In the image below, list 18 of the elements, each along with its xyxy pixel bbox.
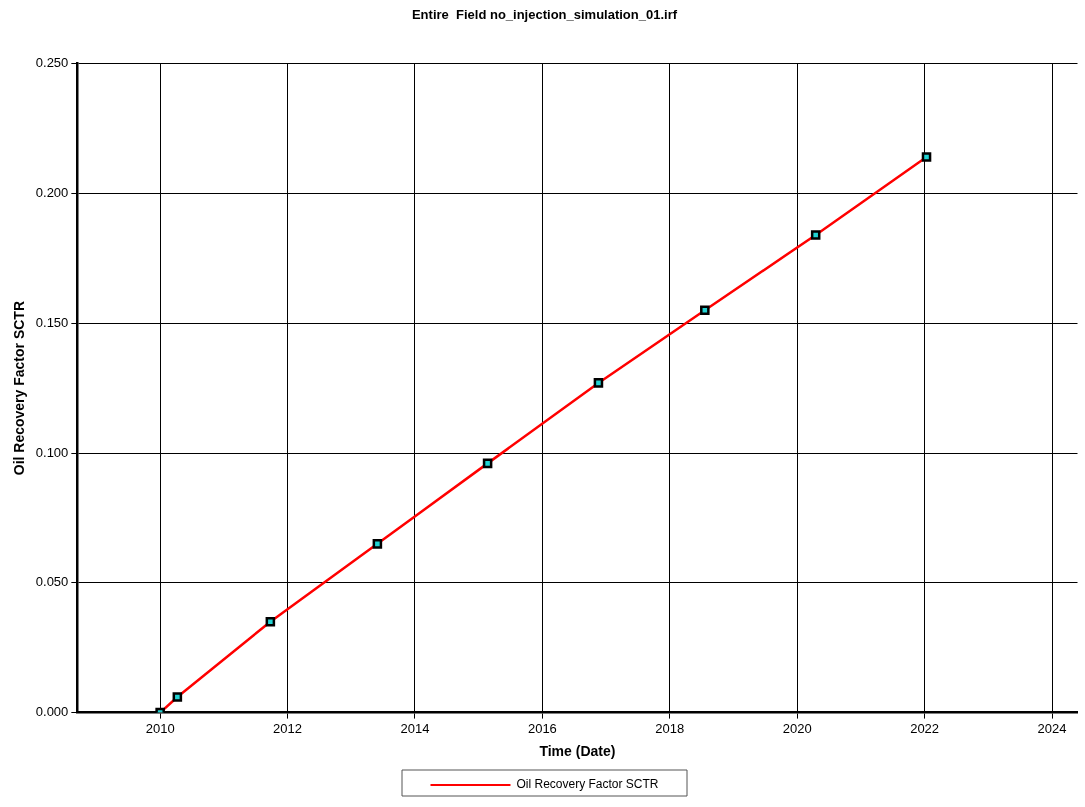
x-tick-label: 2016 xyxy=(527,720,557,736)
y-tick-label: 0.050 xyxy=(35,574,69,590)
x-tick-label: 2012 xyxy=(273,720,303,736)
y-tick-label: 0.250 xyxy=(35,55,69,71)
x-tick-label: 2014 xyxy=(400,720,430,736)
y-tick-label: 0.100 xyxy=(35,444,69,460)
x-tick-label: 2024 xyxy=(1037,720,1067,736)
y-tick-label: 0.150 xyxy=(35,314,69,330)
chart-title: Entire Field no_injection_simulation_01.irf xyxy=(411,7,678,23)
y-tick-label: 0.000 xyxy=(35,704,69,720)
y-tick-label: 0.200 xyxy=(35,184,69,200)
y-axis-title: Oil Recovery Factor SCTR xyxy=(11,300,28,476)
x-tick-label: 2020 xyxy=(782,720,812,736)
x-tick-label: 2010 xyxy=(145,720,175,736)
x-tick-label: 2018 xyxy=(655,720,685,736)
text: Oil Recovery Factor SCTR xyxy=(516,777,659,792)
x-axis-title: Time (Date) xyxy=(539,743,616,760)
x-tick-label: 2022 xyxy=(910,720,940,736)
